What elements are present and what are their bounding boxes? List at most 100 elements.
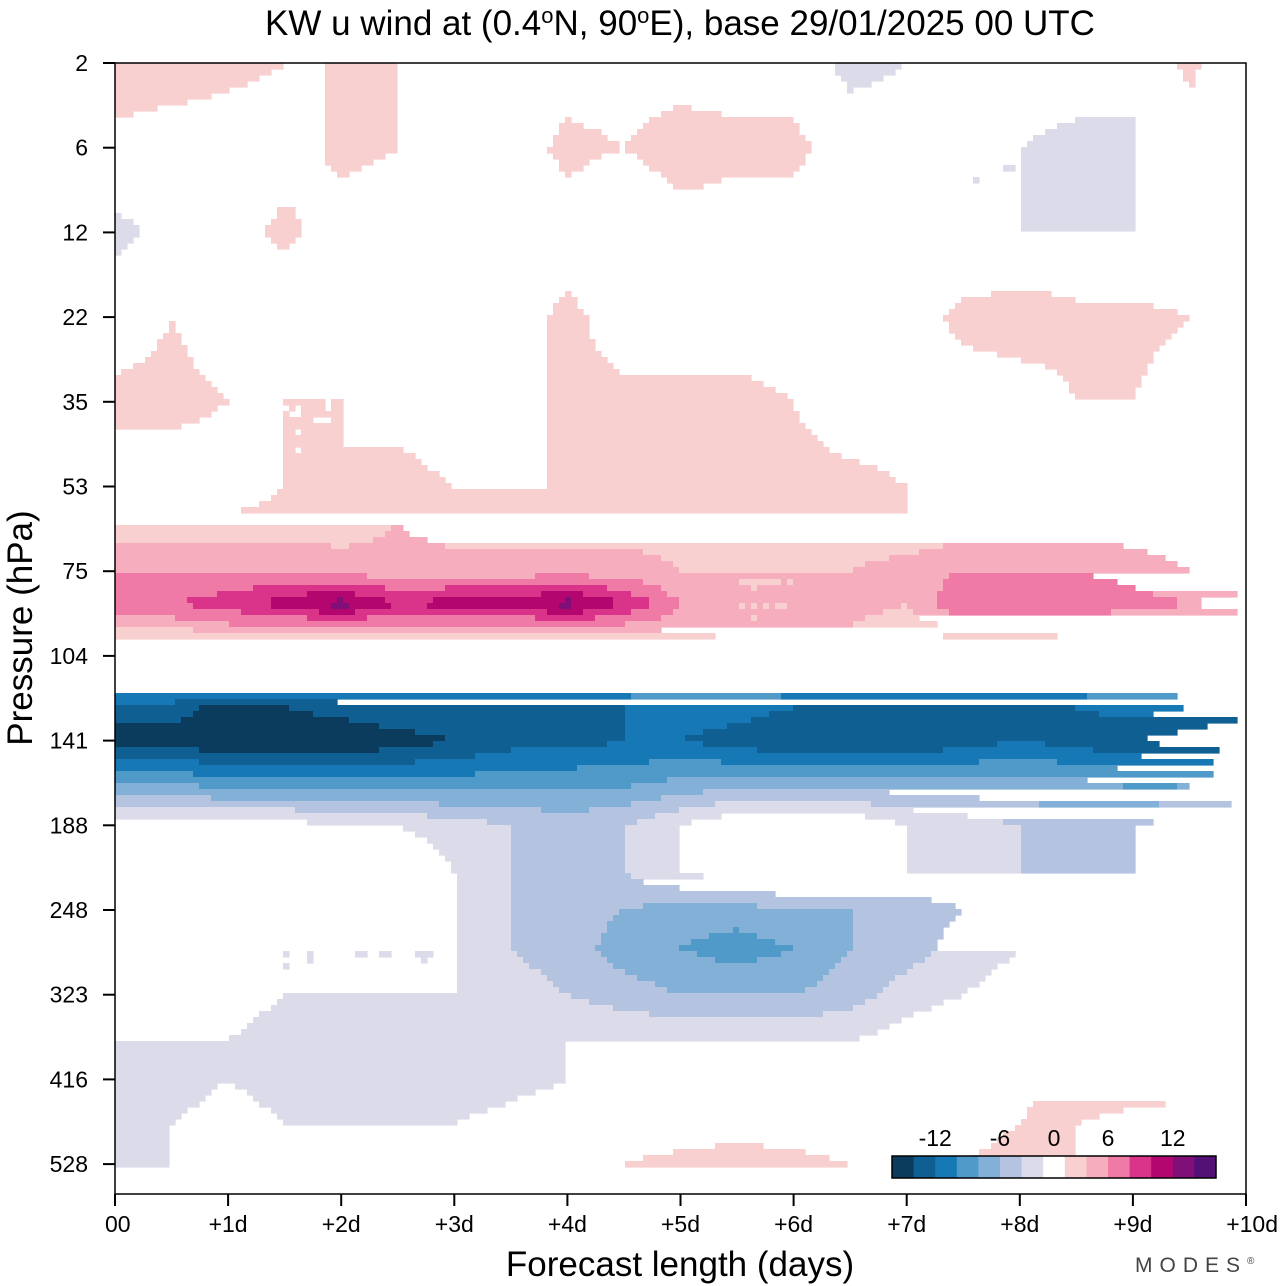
wind-cell [457, 933, 512, 940]
wind-cell [943, 633, 1058, 640]
wind-cell [193, 627, 662, 634]
wind-cell [745, 603, 752, 610]
wind-cell [115, 579, 644, 586]
wind-cell [427, 837, 512, 844]
wind-cell [325, 99, 398, 106]
colorbar-tick-label: -12 [919, 1125, 952, 1151]
wind-cell [529, 963, 614, 970]
wind-cell [691, 939, 776, 946]
colorbar-swatch [892, 1156, 915, 1178]
wind-cell [115, 1077, 566, 1084]
wind-cell [325, 135, 398, 142]
colorbar-swatch [1194, 1156, 1217, 1178]
wind-cell [247, 1023, 890, 1030]
wind-cell [325, 63, 398, 70]
wind-cell [1021, 861, 1136, 868]
colorbar-swatch [1108, 1156, 1131, 1178]
brand-logo: MODES® [1135, 1254, 1255, 1277]
wind-cell [1021, 837, 1136, 844]
wind-cell [115, 693, 632, 700]
wind-cell [547, 333, 590, 340]
wind-cell [751, 717, 1238, 724]
colorbar-tick-label: -6 [990, 1125, 1010, 1151]
x-tick-label: +4d [548, 1211, 587, 1237]
wind-cell [115, 219, 134, 226]
wind-cell [193, 771, 476, 778]
wind-cell [943, 579, 1118, 586]
wind-cell [511, 939, 602, 946]
wind-cell [163, 333, 182, 340]
wind-cell [1021, 207, 1136, 214]
wind-cell [115, 93, 212, 100]
wind-cell [889, 555, 1166, 562]
wind-cell [613, 963, 836, 970]
wind-cell [643, 549, 920, 556]
wind-cell [259, 1101, 506, 1108]
wind-cell [115, 813, 428, 820]
wind-cell [715, 801, 872, 808]
wind-cell [781, 693, 1088, 700]
colorbar-swatch [1086, 1156, 1109, 1178]
wind-cell [937, 597, 1178, 604]
wind-cell [679, 807, 914, 814]
wind-cell [625, 837, 680, 844]
wind-cell [325, 75, 398, 82]
wind-cell [709, 933, 758, 940]
wind-cell [547, 387, 776, 394]
wind-cell [511, 945, 596, 952]
wind-cell [277, 243, 290, 250]
wind-cell [115, 417, 200, 424]
wind-cell [115, 753, 476, 760]
wind-cell [457, 909, 512, 916]
wind-cell [385, 597, 434, 604]
wind-cell [757, 903, 956, 910]
wind-cell [625, 711, 770, 718]
wind-cell [331, 405, 344, 412]
wind-cell [115, 573, 368, 580]
wind-cell [757, 747, 944, 754]
wind-cell [115, 525, 392, 532]
wind-cell [631, 591, 668, 598]
wind-cell [547, 339, 596, 346]
wind-cell [1021, 825, 1136, 832]
wind-cell [253, 585, 386, 592]
wind-cell [775, 939, 854, 946]
wind-cell [907, 843, 1022, 850]
wind-cell [547, 345, 596, 352]
wind-cell [457, 957, 524, 964]
wind-cell [457, 897, 512, 904]
wind-cell [847, 81, 872, 88]
wind-cell [667, 777, 1088, 784]
wind-cell [853, 933, 944, 940]
wind-cell [1033, 135, 1136, 142]
wind-cell [853, 621, 938, 628]
wind-cell [607, 957, 716, 964]
wind-cell [295, 807, 542, 814]
wind-cell [721, 759, 980, 766]
wind-cell [625, 147, 812, 154]
wind-cell [337, 171, 350, 178]
y-tick-label: 35 [62, 389, 88, 415]
wind-cell [793, 579, 944, 586]
wind-cell [763, 603, 770, 610]
wind-cell [331, 399, 344, 406]
wind-cell [883, 609, 914, 616]
y-tick-label: 248 [50, 897, 88, 923]
wind-cell [115, 1143, 170, 1150]
wind-cell [115, 711, 194, 718]
wind-cell [511, 921, 608, 928]
wind-cell [1021, 201, 1136, 208]
wind-cell [631, 609, 674, 616]
wind-cell [1021, 153, 1136, 160]
wind-cell [949, 609, 1112, 616]
wind-cell [475, 771, 1214, 778]
wind-cell [115, 1083, 218, 1090]
wind-cell [337, 597, 344, 604]
wind-cell [625, 831, 680, 838]
wind-cell [271, 1005, 614, 1012]
wind-cell [1003, 1131, 1076, 1138]
wind-cell [601, 933, 710, 940]
wind-cell [559, 165, 584, 172]
wind-cell [541, 969, 626, 976]
wind-cell [547, 351, 602, 358]
